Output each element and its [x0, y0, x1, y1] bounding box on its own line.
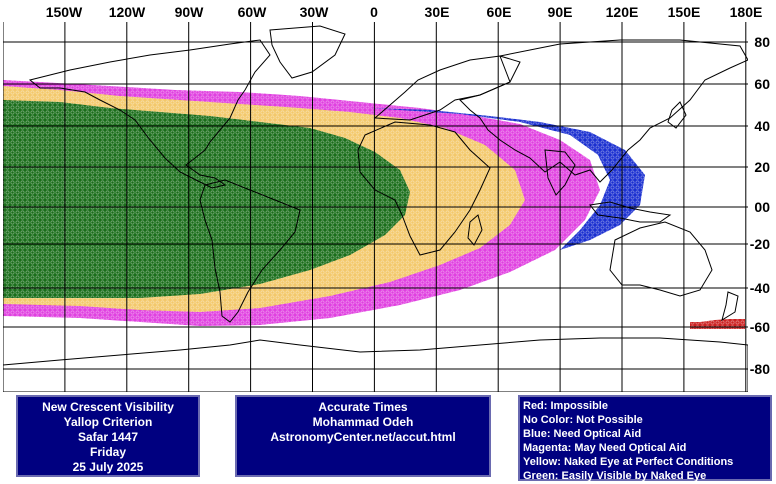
- lon-label: 180E: [730, 4, 763, 20]
- lat-label: -40: [750, 280, 770, 296]
- latitude-labels: 80 60 40 20 00 -20 -40 -60 -80: [750, 34, 770, 377]
- criterion-line: Yallop Criterion: [63, 415, 153, 429]
- title-line: New Crescent Visibility: [42, 400, 174, 414]
- lat-label: 60: [754, 76, 770, 92]
- weekday-line: Friday: [89, 445, 126, 459]
- lat-label: 80: [754, 34, 770, 50]
- graticule: [3, 22, 748, 392]
- visibility-map: 150W 120W 90W 60W 30W 0 30E 60E 90E 120E…: [3, 4, 771, 392]
- lon-label: 90E: [548, 4, 573, 20]
- credits-author: Mohammad Odeh: [312, 415, 414, 429]
- lon-label: 30W: [300, 4, 330, 20]
- legend-blue: Blue: Need Optical Aid: [523, 428, 642, 441]
- lon-label: 120E: [606, 4, 639, 20]
- longitude-labels: 150W 120W 90W 60W 30W 0 30E 60E 90E 120E…: [46, 4, 763, 20]
- coastlines: [3, 25, 748, 392]
- lat-label: 00: [754, 199, 770, 215]
- legend-red: Red: Impossible: [523, 400, 608, 412]
- lon-label: 0: [370, 4, 378, 20]
- legend-yellow: Yellow: Naked Eye at Perfect Conditions: [523, 456, 734, 469]
- legend-green: Green: Easily Visible by Naked Eye: [523, 470, 707, 483]
- lat-label: 40: [754, 118, 770, 134]
- lat-label: -80: [750, 361, 770, 377]
- lat-label: 20: [754, 159, 770, 175]
- credits-url: AstronomyCenter.net/accut.html: [270, 430, 456, 444]
- lat-label: -60: [750, 319, 770, 335]
- lon-label: 90W: [175, 4, 205, 20]
- lon-label: 150W: [46, 4, 83, 20]
- lon-label: 150E: [668, 4, 701, 20]
- legend-panel: Red: Impossible No Color: Not Possible B…: [518, 395, 772, 483]
- lat-label: -20: [750, 236, 770, 252]
- info-panel-credits: Accurate Times Mohammad Odeh AstronomyCe…: [235, 395, 491, 477]
- lon-label: 60E: [487, 4, 512, 20]
- date-line: 25 July 2025: [72, 460, 144, 474]
- lon-label: 30E: [425, 4, 450, 20]
- credits-title: Accurate Times: [318, 400, 408, 414]
- month-line: Safar 1447: [77, 430, 139, 444]
- lon-label: 120W: [109, 4, 146, 20]
- legend-magenta: Magenta: May Need Optical Aid: [523, 442, 687, 455]
- info-panel-left: New Crescent Visibility Yallop Criterion…: [16, 395, 200, 477]
- lon-label: 60W: [238, 4, 268, 20]
- legend-none: No Color: Not Possible: [523, 414, 643, 427]
